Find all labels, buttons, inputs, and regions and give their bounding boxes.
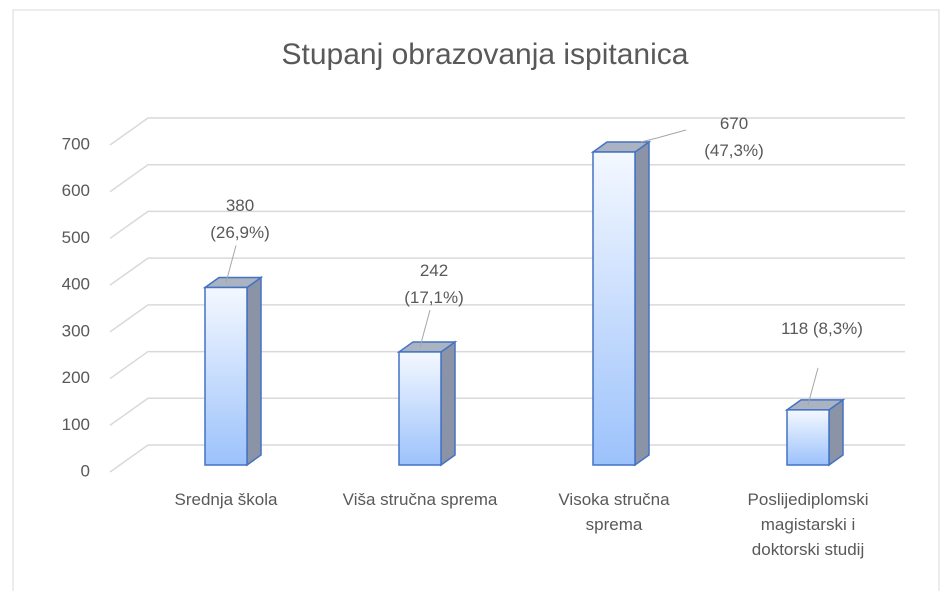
chart-border: [12, 9, 940, 591]
leader-line: [419, 309, 431, 348]
x-tick-label: Visoka stručna sprema: [558, 490, 670, 534]
bar-side: [246, 276, 262, 467]
data-label: 118 (8,3%): [781, 318, 863, 338]
bar-side: [440, 340, 456, 467]
bar: [202, 276, 264, 467]
data-label: 670 (47,3%): [704, 114, 764, 160]
x-tick-label: Viša stručna sprema: [342, 490, 498, 509]
bar-front: [398, 351, 442, 466]
grid-line: [109, 444, 905, 473]
y-tick-label: 400: [62, 275, 90, 294]
bar-front: [204, 286, 248, 466]
bar-side: [634, 140, 650, 467]
grid-line: [109, 350, 905, 380]
grid-line: [109, 397, 905, 426]
bar-front: [592, 151, 636, 466]
bar-front: [786, 409, 830, 466]
bar: [784, 398, 846, 467]
leader-line: [807, 367, 819, 406]
data-label: 242 (17,1%): [404, 260, 464, 307]
y-tick-label: 0: [81, 461, 90, 480]
bar-side: [828, 398, 844, 467]
data-label: 380 (26,9%): [210, 196, 270, 243]
y-tick-label: 600: [62, 181, 90, 200]
bar: [590, 140, 652, 467]
y-tick-label: 500: [62, 228, 90, 247]
x-tick-label: Srednja škola: [174, 490, 278, 509]
y-tick-label: 300: [62, 321, 90, 340]
grid-line: [109, 257, 905, 286]
grid-line: [109, 210, 905, 240]
grid-line: [109, 117, 905, 146]
chart-title: Stupanj obrazovanja ispitanica: [282, 38, 689, 71]
y-tick-label: 200: [62, 368, 90, 387]
grid-line: [109, 163, 905, 193]
leader-line: [640, 129, 687, 143]
bar: [396, 340, 458, 467]
x-tick-label: Poslijediplomski magistarski i doktorski…: [747, 490, 869, 559]
grid-line: [109, 304, 905, 333]
y-tick-label: 700: [62, 134, 90, 153]
leader-line: [225, 245, 237, 283]
y-tick-label: 100: [62, 415, 90, 434]
